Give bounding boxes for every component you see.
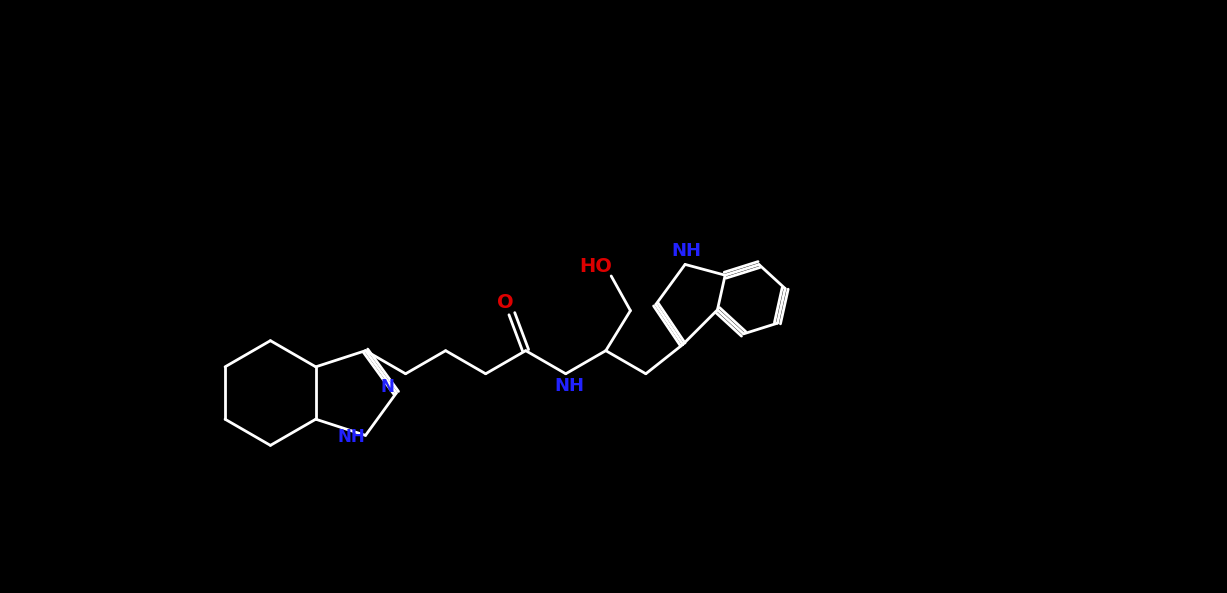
Text: NH: NH (337, 428, 366, 446)
Text: N: N (380, 378, 394, 396)
Text: HO: HO (579, 257, 612, 276)
Text: NH: NH (671, 241, 702, 260)
Text: O: O (497, 294, 514, 313)
Text: NH: NH (555, 377, 584, 395)
